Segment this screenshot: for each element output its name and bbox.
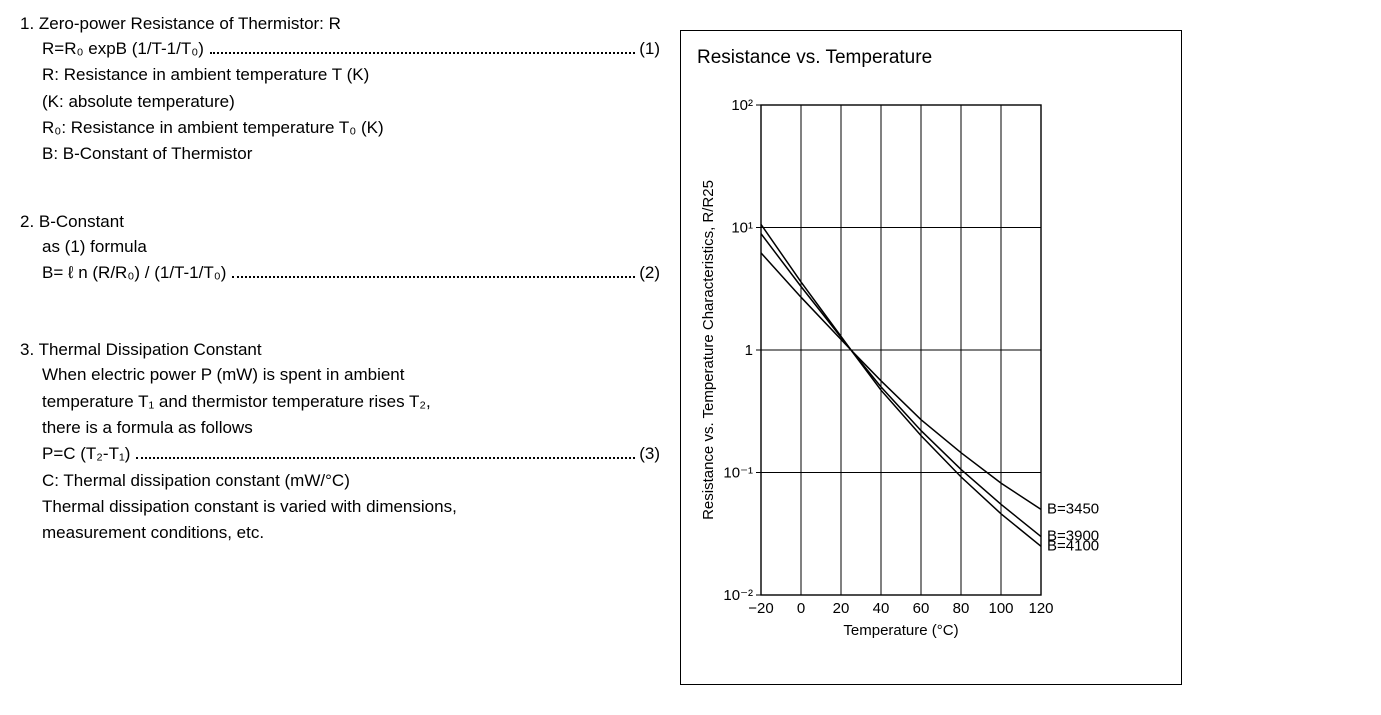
sec1-l1: R: Resistance in ambient temperature T (…	[42, 62, 660, 88]
sec3-eq: P=C (T₂-T₁)	[42, 441, 130, 467]
sec2-title: 2. B-Constant	[20, 212, 660, 232]
svg-text:120: 120	[1028, 600, 1053, 617]
sec1-eqnum: (1)	[639, 36, 660, 62]
sec3-l3: there is a formula as follows	[42, 415, 660, 441]
svg-text:B=4100: B=4100	[1047, 537, 1099, 554]
text-column: 1. Zero-power Resistance of Thermistor: …	[20, 10, 680, 547]
sec3-l6: measurement conditions, etc.	[42, 520, 660, 546]
dotted-leader	[136, 447, 635, 459]
svg-text:Temperature (°C): Temperature (°C)	[843, 622, 958, 639]
chart-column: Resistance vs. Temperature −200204060801…	[680, 10, 1182, 685]
svg-text:10¹: 10¹	[731, 220, 753, 237]
sec2-l1: as (1) formula	[42, 234, 660, 260]
svg-text:60: 60	[913, 600, 930, 617]
svg-text:40: 40	[873, 600, 890, 617]
sec3-l1: When electric power P (mW) is spent in a…	[42, 362, 660, 388]
sec1-eq: R=R₀ expB (1/T-1/T₀)	[42, 36, 204, 62]
svg-text:1: 1	[745, 342, 753, 359]
sec2-eqnum: (2)	[639, 260, 660, 286]
sec1-title: 1. Zero-power Resistance of Thermistor: …	[20, 14, 660, 34]
svg-text:10²: 10²	[731, 97, 753, 114]
svg-text:B=3450: B=3450	[1047, 500, 1099, 517]
sec1-l3: R₀: Resistance in ambient temperature T₀…	[42, 115, 660, 141]
sec1-l2: (K: absolute temperature)	[42, 89, 660, 115]
sec3-title: 3. Thermal Dissipation Constant	[20, 340, 660, 360]
svg-text:0: 0	[797, 600, 805, 617]
sec1-l4: B: B-Constant of Thermistor	[42, 141, 660, 167]
svg-text:100: 100	[988, 600, 1013, 617]
svg-text:80: 80	[953, 600, 970, 617]
svg-text:20: 20	[833, 600, 850, 617]
svg-text:Resistance vs. Temperature Cha: Resistance vs. Temperature Characteristi…	[700, 180, 717, 520]
sec3-l4: C: Thermal dissipation constant (mW/°C)	[42, 468, 660, 494]
sec3-l2: temperature T₁ and thermistor temperatur…	[42, 389, 660, 415]
chart-box: Resistance vs. Temperature −200204060801…	[680, 30, 1182, 685]
sec3-l5: Thermal dissipation constant is varied w…	[42, 494, 660, 520]
chart-title: Resistance vs. Temperature	[697, 47, 1171, 69]
resistance-temperature-chart: −2002040608010012010⁻²10⁻¹110¹10²B=3450B…	[691, 75, 1171, 665]
dotted-leader	[210, 42, 635, 54]
svg-text:10⁻¹: 10⁻¹	[723, 465, 753, 482]
svg-text:10⁻²: 10⁻²	[723, 587, 753, 604]
sec2-eq: B= ℓ n (R/R₀) / (1/T-1/T₀)	[42, 260, 226, 286]
sec3-eqnum: (3)	[639, 441, 660, 467]
dotted-leader	[232, 266, 635, 278]
